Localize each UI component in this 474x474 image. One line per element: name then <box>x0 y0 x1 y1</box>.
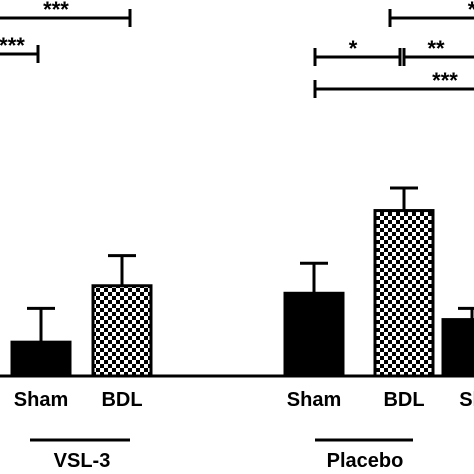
bar <box>283 291 345 378</box>
bar <box>91 284 153 378</box>
significance-label: * <box>468 0 474 22</box>
category-label: BDL <box>383 389 424 411</box>
significance-label: *** <box>432 68 458 93</box>
group-labels: VSL-3 Placebo <box>30 438 413 472</box>
bar <box>441 318 474 378</box>
bar <box>10 340 72 378</box>
category-labels: Sham BDL Sham BDL Sh <box>14 389 474 411</box>
category-label: Sh <box>459 389 474 411</box>
group-label: VSL-3 <box>54 450 111 472</box>
significance-label: *** <box>0 33 25 58</box>
bar <box>373 209 435 378</box>
significance-label: ** <box>427 36 445 61</box>
category-label: Sham <box>287 389 341 411</box>
category-label: BDL <box>101 389 142 411</box>
significance-brackets: ************* <box>0 0 474 98</box>
significance-label: * <box>349 36 358 61</box>
category-label: Sham <box>14 389 68 411</box>
significance-label: *** <box>43 0 69 22</box>
bars <box>10 186 474 378</box>
group-label: Placebo <box>327 450 404 472</box>
